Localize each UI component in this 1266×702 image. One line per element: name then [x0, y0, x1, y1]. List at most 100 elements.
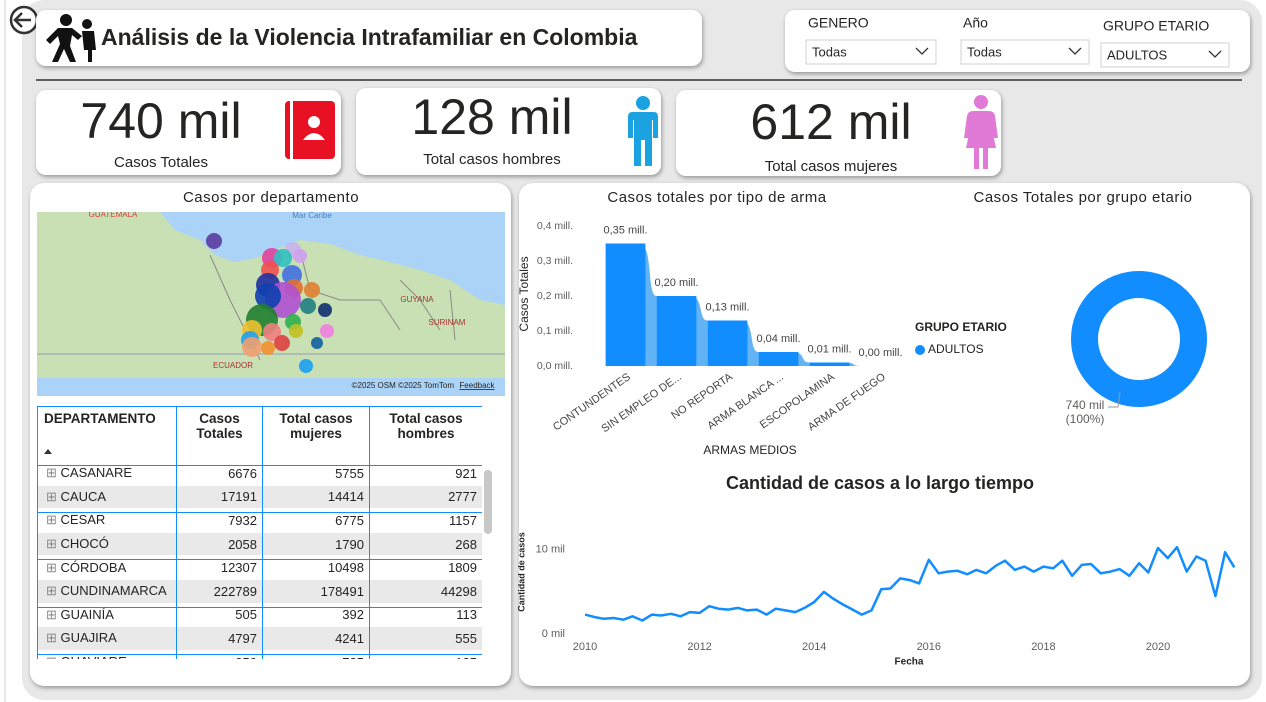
table-cell: 1790	[262, 531, 370, 557]
table-cell: 14414	[262, 484, 370, 510]
expand-icon[interactable]: ⊞	[46, 654, 61, 659]
expand-icon[interactable]: ⊞	[46, 536, 61, 552]
table-row: ⊞ GUAVIARE 850 725 125	[37, 649, 482, 659]
column-header: Total casos mujeres	[262, 406, 370, 466]
scrollbar[interactable]	[484, 470, 492, 534]
table-cell: 850	[176, 649, 263, 659]
x-axis-label: ARMAS MEDIOS	[703, 443, 796, 457]
table-cell: 555	[369, 626, 482, 651]
filter-dropdown[interactable]	[1100, 42, 1230, 68]
cell-text: 44298	[440, 583, 477, 599]
y-tick-label: 10 mil	[536, 544, 565, 556]
bar	[605, 243, 646, 366]
map-bubble	[289, 324, 303, 338]
kpi-value: 128 mil	[411, 89, 572, 145]
x-tick-label: 2010	[573, 641, 597, 653]
y-tick-label: 0,2 mill.	[537, 290, 573, 302]
back-button[interactable]	[9, 5, 39, 35]
cell-text: CAUCA	[60, 488, 107, 504]
x-tick-label: 2014	[802, 641, 826, 653]
kpi-label: Casos Totales	[114, 154, 208, 171]
filter-dropdown[interactable]	[960, 39, 1090, 65]
header-card	[36, 10, 702, 66]
map-bubble	[274, 335, 290, 351]
cell-text: 392	[342, 607, 364, 623]
table-cell: 222789	[176, 578, 263, 604]
man-icon	[628, 96, 658, 166]
chart-title: Cantidad de casos a lo largo tiempo	[726, 473, 1034, 493]
map-label: Mar Caribe	[292, 211, 332, 220]
table-row: ⊞ CUNDINAMARCA 222789 178491 44298	[37, 578, 482, 604]
cell-text: 505	[235, 607, 257, 623]
table-cell: 505	[176, 602, 263, 628]
expand-icon[interactable]: ⊞	[46, 559, 61, 575]
table-cell: 113	[369, 602, 482, 628]
chevron	[1208, 50, 1222, 58]
expand-icon[interactable]: ⊞	[46, 512, 61, 528]
cell-text: CÓRDOBA	[60, 559, 127, 575]
table-cell: 6775	[262, 508, 370, 533]
expand-icon[interactable]: ⊞	[46, 488, 61, 504]
kpi-card	[356, 88, 661, 175]
table-cell: 4241	[262, 626, 370, 651]
map-bubble	[299, 359, 313, 373]
bar	[707, 320, 748, 366]
table-row: ⊞ CAUCA 17191 14414 2777	[37, 484, 482, 510]
table-row: ⊞ GUAJIRA 4797 4241 555	[37, 626, 482, 651]
y-tick-label: 0,0 mill.	[537, 360, 573, 372]
table-cell: 2058	[176, 531, 263, 557]
cell-text: CASANARE	[60, 465, 133, 481]
table: DEPARTAMENTO Casos Totales Total casos muj…	[37, 406, 482, 659]
x-axis-label: Fecha	[895, 657, 924, 668]
y-axis-label: Cantidad de casos	[516, 532, 526, 612]
map-label: GUYANA	[400, 295, 434, 304]
map-bubble	[242, 337, 262, 357]
kpi-label: Total casos mujeres	[765, 158, 898, 175]
cell-text: CHOCÓ	[60, 536, 109, 552]
expand-icon[interactable]: ⊞	[46, 465, 61, 481]
filter-dropdown[interactable]	[805, 39, 937, 65]
cell-text: 1809	[448, 560, 477, 576]
table-cell: ⊞ GUAJIRA	[37, 626, 177, 651]
cell-text: 555	[455, 630, 477, 646]
table-cell: 2777	[369, 484, 482, 510]
cell-text: 113	[456, 607, 477, 623]
cell-text: GUAJIRA	[60, 630, 117, 646]
map-bubble	[318, 303, 332, 317]
cell-text: 1157	[449, 512, 477, 528]
table-cell: 392	[262, 602, 370, 628]
expand-icon[interactable]: ⊞	[46, 606, 61, 622]
map-bubble	[206, 233, 222, 249]
bar	[656, 296, 697, 366]
data-label: 0,04 mill.	[756, 333, 800, 345]
map-bubble	[300, 298, 316, 314]
header-icon	[46, 14, 96, 62]
table-row: ⊞ CHOCÓ 2058 1790 268	[37, 531, 482, 557]
legend-label: ADULTOS	[928, 342, 984, 356]
table-cell: 1809	[369, 555, 482, 580]
table-cell: ⊞ CASANARE	[37, 461, 177, 486]
map-bubble	[320, 324, 334, 338]
column-header: Casos Totales	[176, 406, 263, 466]
cell-text: 4797	[228, 630, 257, 646]
chevron	[915, 47, 929, 55]
filter-label: Año	[963, 15, 988, 31]
cell-text: 7932	[228, 512, 257, 528]
table-row: ⊞ CESAR 7932 6775 1157	[37, 508, 482, 533]
table-cell: 921	[369, 461, 482, 486]
x-tick-label: 2020	[1146, 641, 1170, 653]
map-feedback[interactable]: Feedback	[459, 381, 495, 390]
expand-icon[interactable]: ⊞	[46, 630, 61, 646]
table-cell: 268	[369, 531, 482, 557]
filter-value: Todas	[812, 44, 847, 59]
expand-icon[interactable]: ⊞	[46, 583, 61, 599]
table-cell: 7932	[176, 508, 263, 533]
map-label: SURINAM	[429, 318, 466, 327]
data-label: 0,20 mill.	[654, 277, 698, 289]
cell-text: 921	[455, 465, 477, 481]
bar	[758, 352, 799, 366]
table-cell: 12307	[176, 555, 263, 580]
cell-text: 6775	[335, 512, 364, 528]
y-tick-label: 0 mil	[542, 628, 565, 640]
